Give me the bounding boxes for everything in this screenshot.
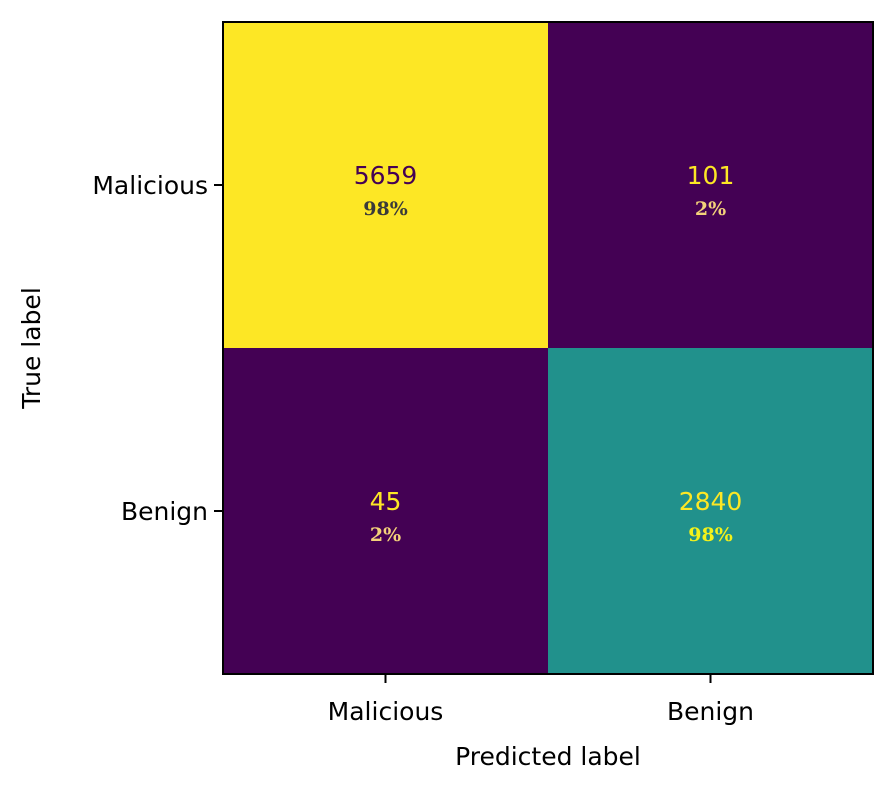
- heatmap-cell-r1-c1: [548, 348, 874, 675]
- x-axis-label: Predicted label: [455, 742, 641, 771]
- cell-count-label: 101: [687, 161, 735, 190]
- cell-count-label: 45: [370, 487, 402, 516]
- y-tick-label: Benign: [121, 497, 208, 526]
- heatmap-cell-r0-c1: [548, 22, 874, 349]
- x-tick-label: Malicious: [328, 697, 444, 726]
- cell-percent-label: 2%: [695, 198, 726, 220]
- heatmap-cell-r0-c0: [223, 22, 549, 349]
- cell-percent-label: 2%: [370, 524, 401, 546]
- cell-count-label: 5659: [354, 161, 418, 190]
- plot-frame: [222, 21, 874, 675]
- heatmap-cell-r1-c0: [223, 348, 549, 675]
- cell-labels: 5659 98% 101 2% 45 2% 2840 98%: [354, 161, 743, 546]
- x-tick-label: Benign: [667, 697, 754, 726]
- axis-ticks: Malicious Benign Malicious Benign: [92, 171, 754, 726]
- cell-percent-label: 98%: [688, 524, 733, 546]
- y-tick-label: Malicious: [92, 171, 208, 200]
- cell-percent-label: 98%: [363, 198, 408, 220]
- heatmap-cells: [223, 22, 874, 675]
- cell-count-label: 2840: [679, 487, 743, 516]
- y-axis-label: True label: [17, 287, 46, 410]
